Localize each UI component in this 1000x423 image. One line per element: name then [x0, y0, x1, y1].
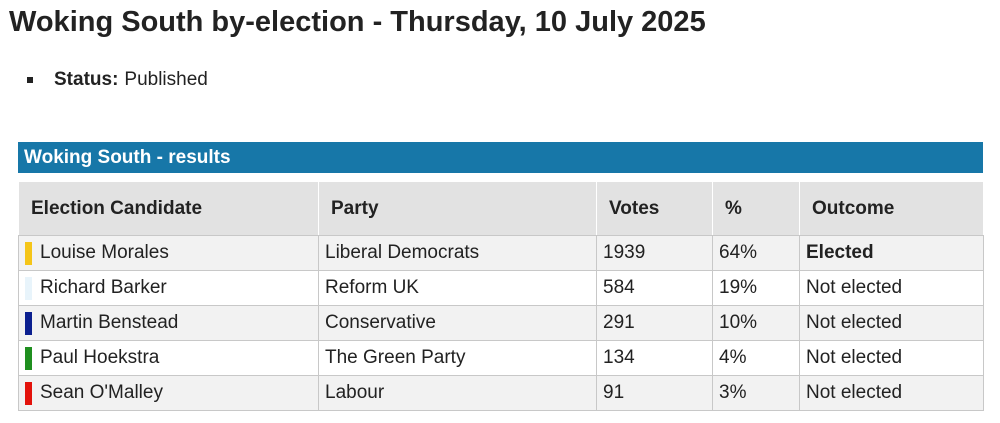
candidate-cell: Paul Hoekstra: [18, 340, 319, 376]
candidate-name: Sean O'Malley: [40, 382, 163, 403]
party-cell: Liberal Democrats: [318, 235, 597, 271]
party-color-swatch: [25, 311, 32, 335]
party-cell: Reform UK: [318, 270, 597, 306]
status-value: Published: [124, 69, 208, 90]
party-color-swatch: [25, 381, 32, 405]
table-row: Sean O'Malley Labour 91 3% Not elected: [18, 375, 984, 411]
candidate-cell: Sean O'Malley: [18, 375, 319, 411]
outcome-cell: Elected: [799, 235, 984, 271]
party-cell: Conservative: [318, 305, 597, 341]
candidate-name: Paul Hoekstra: [40, 347, 160, 368]
header-candidate: Election Candidate: [18, 181, 319, 236]
percent-cell: 64%: [712, 235, 800, 271]
candidate-cell: Martin Benstead: [18, 305, 319, 341]
outcome-cell: Not elected: [799, 270, 984, 306]
results-section: Woking South - results Election Candidat…: [18, 142, 984, 411]
status-item: Status: Published: [27, 68, 208, 92]
candidate-name: Martin Benstead: [40, 312, 179, 333]
table-row: Richard Barker Reform UK 584 19% Not ele…: [18, 270, 984, 306]
percent-cell: 4%: [712, 340, 800, 376]
bullet-icon: [27, 77, 33, 83]
party-color-swatch: [25, 241, 32, 265]
party-cell: The Green Party: [318, 340, 597, 376]
results-table: Election Candidate Party Votes % Outcome…: [18, 181, 984, 411]
candidate-cell: Louise Morales: [18, 235, 319, 271]
page-title: Woking South by-election - Thursday, 10 …: [9, 6, 706, 38]
votes-cell: 584: [596, 270, 713, 306]
status-label: Status:: [54, 69, 119, 90]
party-cell: Labour: [318, 375, 597, 411]
outcome-cell: Not elected: [799, 340, 984, 376]
table-row: Martin Benstead Conservative 291 10% Not…: [18, 305, 984, 341]
candidate-name: Louise Morales: [40, 242, 169, 263]
table-row: Louise Morales Liberal Democrats 1939 64…: [18, 235, 984, 271]
party-color-swatch: [25, 276, 32, 300]
header-party: Party: [318, 181, 597, 236]
party-color-swatch: [25, 346, 32, 370]
header-votes: Votes: [596, 181, 713, 236]
outcome-cell: Not elected: [799, 305, 984, 341]
header-outcome: Outcome: [799, 181, 984, 236]
table-row: Paul Hoekstra The Green Party 134 4% Not…: [18, 340, 984, 376]
outcome-cell: Not elected: [799, 375, 984, 411]
header-percent: %: [712, 181, 800, 236]
percent-cell: 3%: [712, 375, 800, 411]
votes-cell: 1939: [596, 235, 713, 271]
header-row: Election Candidate Party Votes % Outcome: [18, 181, 984, 236]
status-list: Status: Published: [27, 68, 208, 92]
votes-cell: 91: [596, 375, 713, 411]
votes-cell: 291: [596, 305, 713, 341]
percent-cell: 19%: [712, 270, 800, 306]
candidate-cell: Richard Barker: [18, 270, 319, 306]
candidate-name: Richard Barker: [40, 277, 167, 298]
results-caption: Woking South - results: [18, 142, 983, 173]
percent-cell: 10%: [712, 305, 800, 341]
votes-cell: 134: [596, 340, 713, 376]
